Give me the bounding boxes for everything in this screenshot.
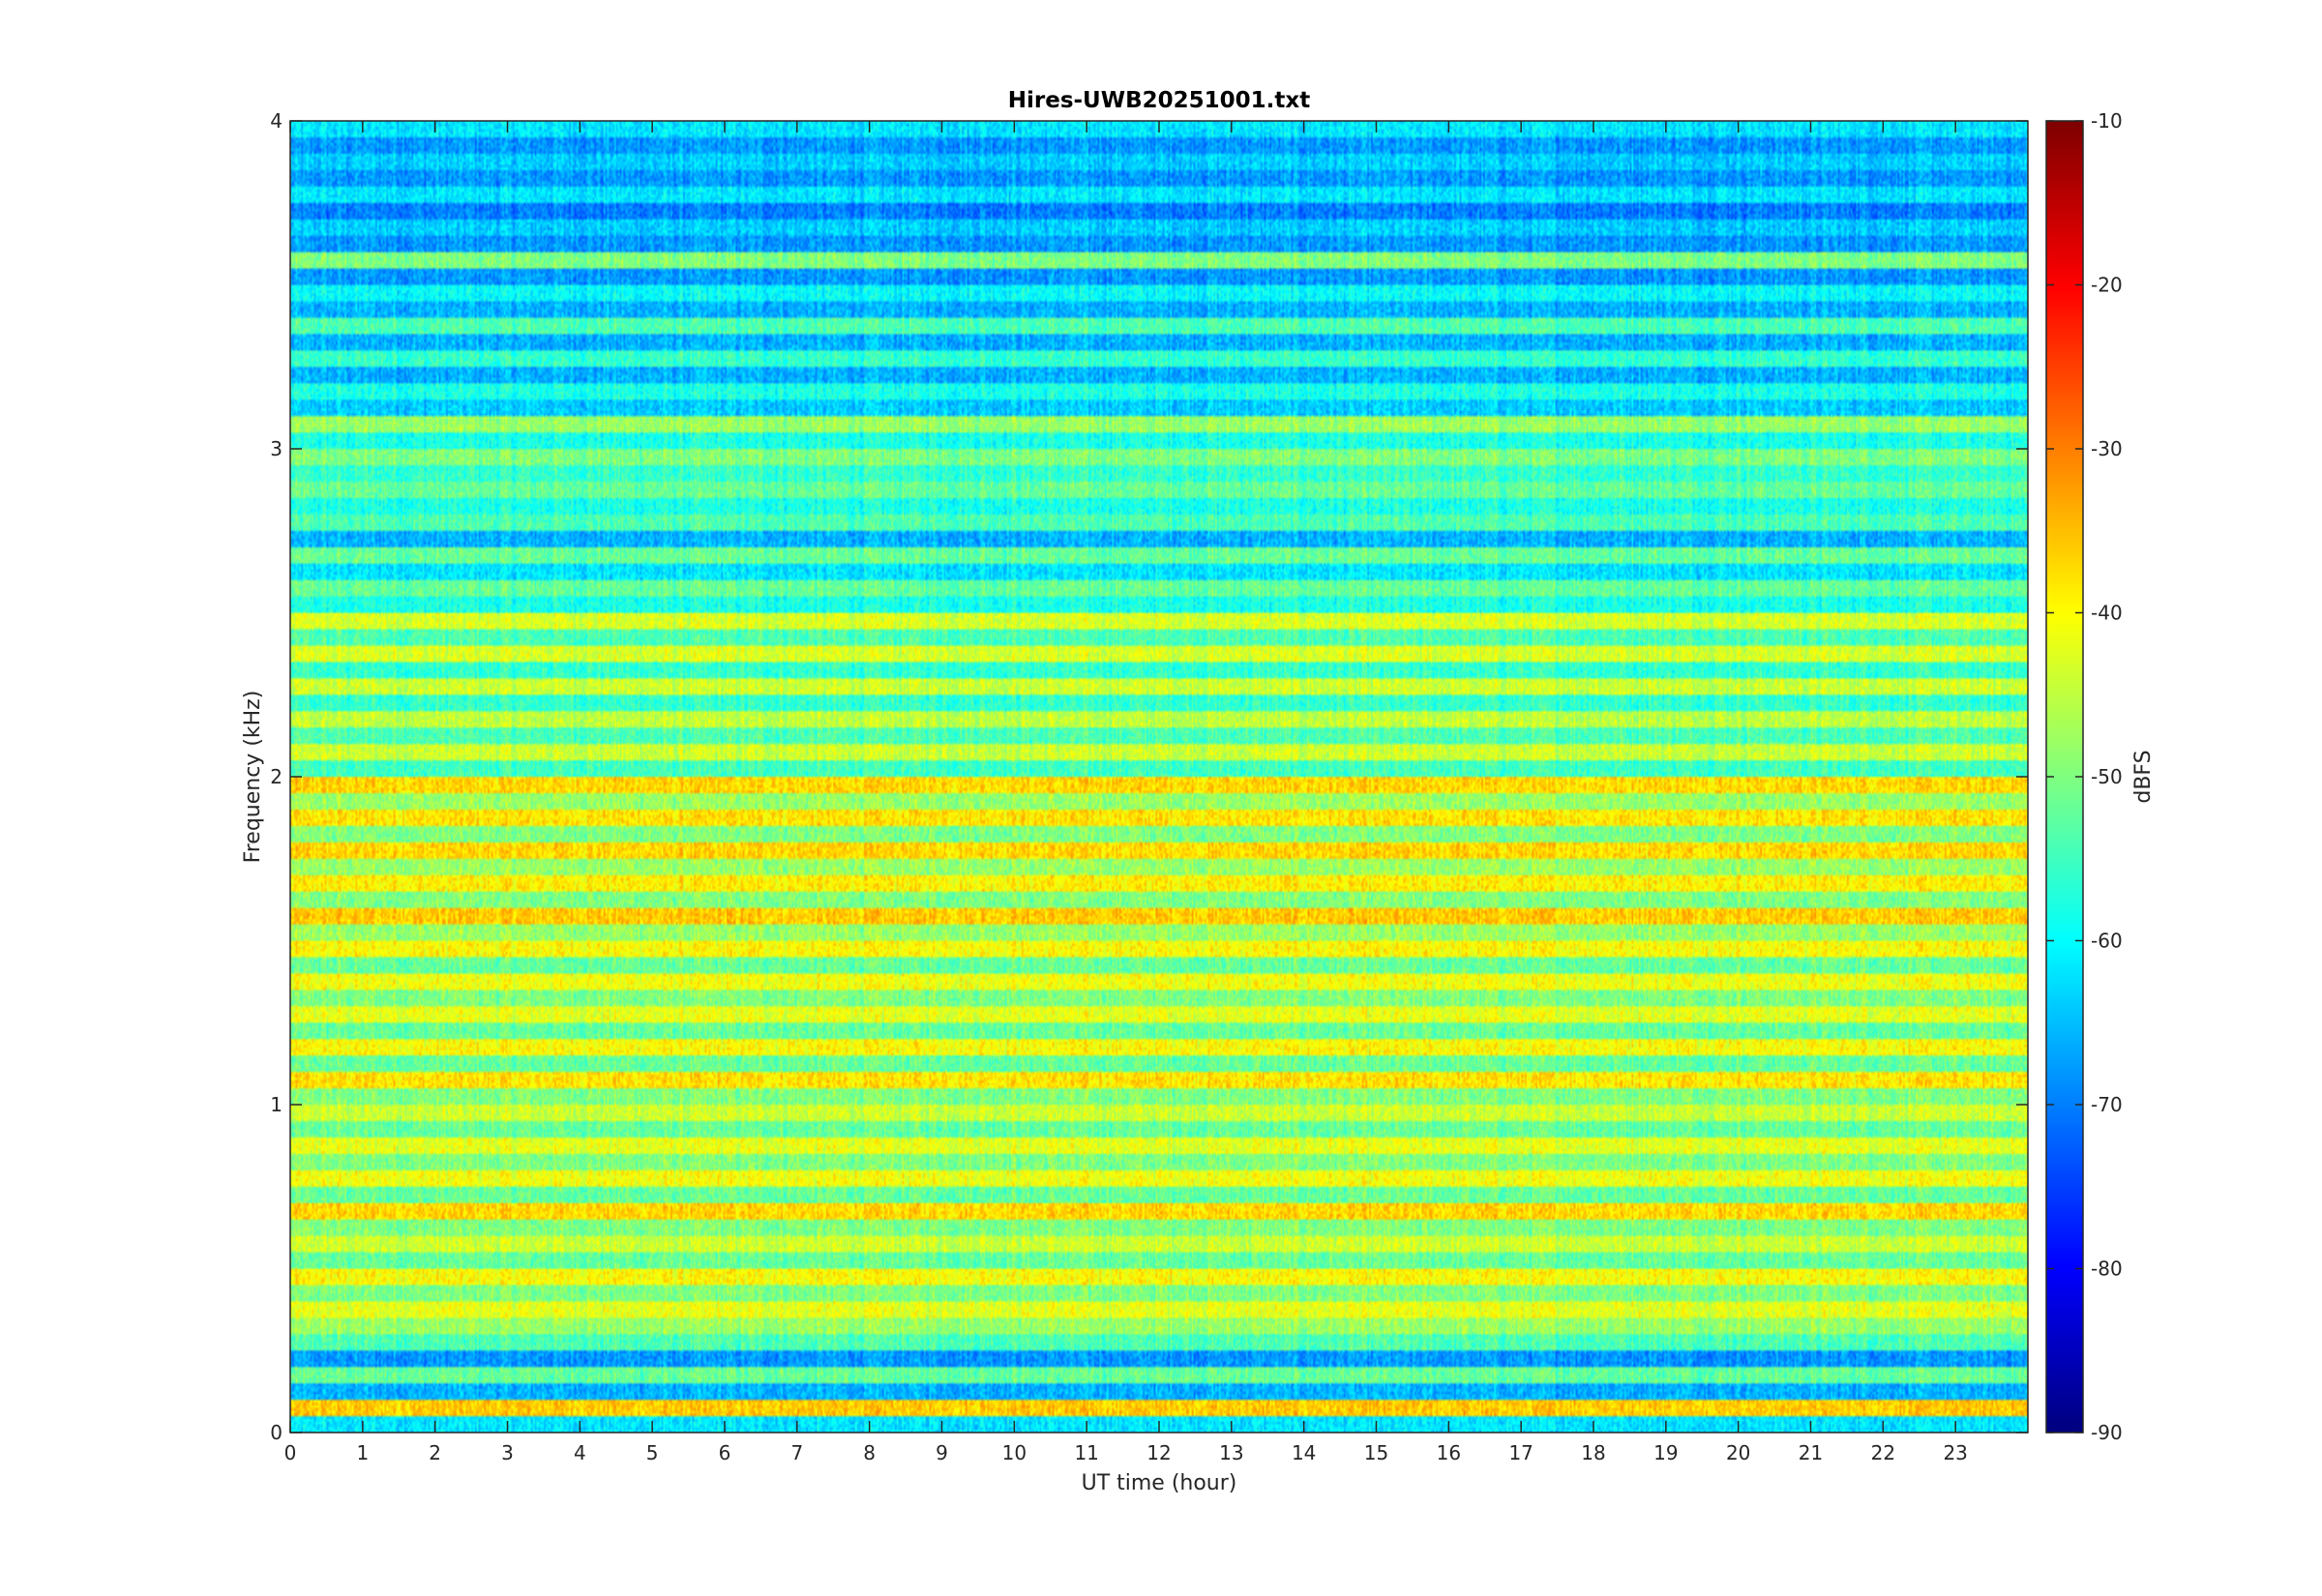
chart-title: Hires-UWB20251001.txt (1008, 88, 1310, 113)
y-tick-label: 4 (270, 109, 283, 133)
colorbar-tick-label: -10 (2091, 109, 2123, 133)
x-tick-label: 4 (574, 1441, 586, 1464)
colorbar-tick-label: -40 (2091, 602, 2123, 625)
x-tick-label: 9 (936, 1441, 948, 1464)
x-tick-label: 22 (1871, 1441, 1895, 1464)
x-tick-label: 23 (1943, 1441, 1967, 1464)
x-tick-label: 14 (1292, 1441, 1316, 1464)
x-tick-label: 3 (501, 1441, 514, 1464)
colorbar-tick-label: -60 (2091, 930, 2123, 953)
x-tick-label: 21 (1799, 1441, 1823, 1464)
y-tick-label: 0 (270, 1421, 283, 1444)
x-tick-label: 2 (429, 1441, 441, 1464)
x-tick-label: 13 (1219, 1441, 1243, 1464)
x-tick-label: 18 (1581, 1441, 1605, 1464)
x-tick-label: 11 (1074, 1441, 1098, 1464)
colorbar-tick-label: -20 (2091, 274, 2123, 297)
colorbar-tick-label: -30 (2091, 437, 2123, 460)
x-tick-label: 6 (719, 1441, 731, 1464)
y-tick-label: 1 (270, 1093, 283, 1116)
x-tick-label: 20 (1726, 1441, 1750, 1464)
x-tick-label: 7 (790, 1441, 803, 1464)
colorbar-tick-label: -50 (2091, 765, 2123, 788)
x-tick-label: 1 (356, 1441, 369, 1464)
x-tick-label: 15 (1364, 1441, 1388, 1464)
x-axis-label: UT time (hour) (1082, 1471, 1237, 1495)
x-tick-label: 16 (1437, 1441, 1461, 1464)
x-axis: 0 1 2 3 4 5 6 7 8 9 10 11 12 13 14 15 16 17 18 19 20 21 22 23 (284, 121, 1968, 1464)
y-tick-label: 3 (270, 437, 283, 460)
x-tick-label: 19 (1653, 1441, 1678, 1464)
y-axis: 0 1 2 3 4 (270, 109, 2028, 1444)
colorbar-label: dBFS (2131, 750, 2156, 803)
colorbar-ticks: -10 -20 -30 -40 -50 -60 -70 -80 -90 (2046, 109, 2123, 1444)
x-tick-label: 0 (284, 1441, 297, 1464)
colorbar-tick-label: -90 (2091, 1421, 2123, 1444)
spectrogram-heatmap (290, 121, 2028, 1433)
colorbar-tick-label: -80 (2091, 1257, 2123, 1281)
x-tick-label: 10 (1002, 1441, 1027, 1464)
x-tick-label: 8 (863, 1441, 876, 1464)
y-tick-label: 2 (270, 765, 283, 788)
y-axis-label: Frequency (kHz) (241, 691, 265, 864)
x-tick-label: 17 (1508, 1441, 1533, 1464)
colorbar-tick-label: -70 (2091, 1093, 2123, 1116)
x-tick-label: 12 (1146, 1441, 1171, 1464)
x-tick-label: 5 (646, 1441, 659, 1464)
